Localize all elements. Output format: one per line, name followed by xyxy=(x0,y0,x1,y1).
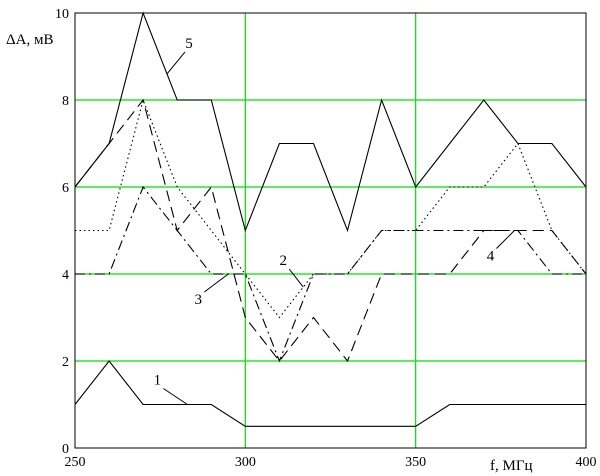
x-axis-label: f, МГц xyxy=(490,458,533,474)
annotation-label-5: 5 xyxy=(185,36,193,52)
y-tick-label: 0 xyxy=(62,442,69,457)
series-line-1 xyxy=(74,360,586,427)
annotation-leader-5 xyxy=(166,51,186,75)
annotation-leader-2 xyxy=(288,268,304,288)
y-tick-label: 8 xyxy=(62,94,69,109)
y-tick-label: 6 xyxy=(62,181,69,196)
x-tick-label: 250 xyxy=(65,455,86,470)
series-line-5 xyxy=(74,11,587,233)
x-tick-label: 350 xyxy=(405,455,426,470)
annotations: 5 2 3 4 1 xyxy=(154,36,515,405)
annotation-leader-3 xyxy=(204,273,229,293)
tick-labels: 0 2 4 6 8 10 250 300 350 400 xyxy=(55,7,597,470)
x-tick-label: 300 xyxy=(235,455,256,470)
y-axis-label: ΔА, мВ xyxy=(6,32,53,48)
x-tick-label: 400 xyxy=(576,455,597,470)
annotation-leader-1 xyxy=(163,388,188,405)
annotation-label-2: 2 xyxy=(279,253,287,269)
y-tick-label: 4 xyxy=(62,268,69,283)
y-tick-label: 10 xyxy=(55,7,69,22)
series-lines xyxy=(74,11,587,427)
annotation-leader-4 xyxy=(496,230,515,249)
annotation-label-4: 4 xyxy=(487,249,495,265)
y-tick-label: 2 xyxy=(62,355,69,370)
plot-frame xyxy=(74,12,587,449)
annotation-label-3: 3 xyxy=(195,292,203,308)
series-line-4 xyxy=(74,98,587,363)
annotation-label-1: 1 xyxy=(154,373,162,389)
